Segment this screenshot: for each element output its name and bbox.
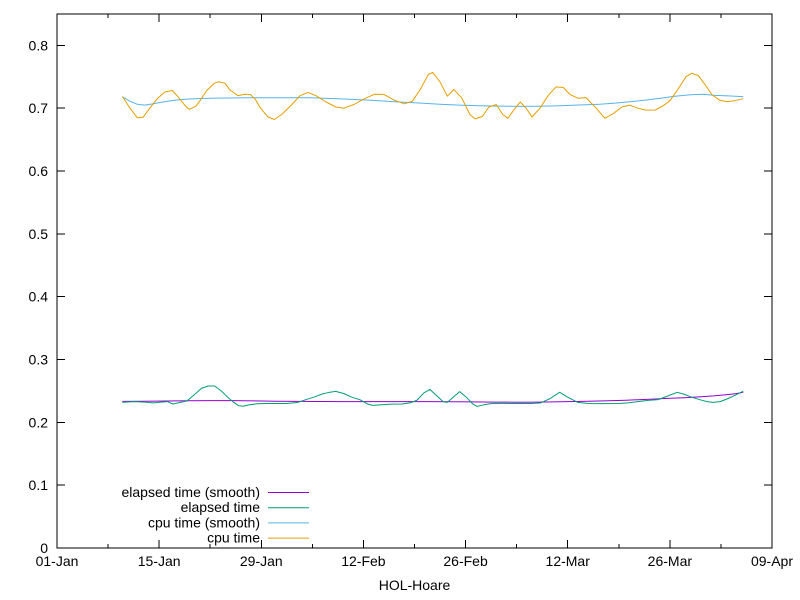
plot-border	[56, 13, 773, 549]
series-line-cpu-time	[122, 71, 744, 120]
x-tick-label: 26-Mar	[648, 553, 693, 569]
y-tick-label: 0.4	[29, 289, 49, 305]
y-tick-label: 0.8	[29, 37, 49, 53]
series-line-cpu-time-smooth	[122, 93, 744, 107]
x-tick-label: 12-Mar	[546, 553, 591, 569]
x-tick-label: 09-Apr	[751, 553, 793, 569]
y-tick-label: 0	[40, 540, 48, 556]
x-axis-title: HOL-Hoare	[378, 577, 451, 593]
x-tick-label: 26-Feb	[443, 553, 488, 569]
x-tick-label: 15-Jan	[138, 553, 181, 569]
series-line-elapsed-time	[122, 385, 744, 407]
series-line-elapsed-time-smooth	[122, 391, 744, 403]
legend-label-3: cpu time (smooth)	[148, 514, 260, 530]
y-tick-label: 0.5	[29, 226, 49, 242]
x-tick-label: 01-Jan	[36, 553, 79, 569]
legend-label-2: elapsed time	[181, 499, 261, 515]
y-tick-label: 0.2	[29, 414, 49, 430]
x-tick-label: 29-Jan	[240, 553, 283, 569]
y-tick-label: 0.7	[29, 100, 49, 116]
y-tick-label: 0.1	[29, 477, 49, 493]
legend-label-1: elapsed time (smooth)	[121, 484, 260, 500]
y-tick-label: 0.3	[29, 352, 49, 368]
x-tick-label: 12-Feb	[341, 553, 386, 569]
legend-label-4: cpu time	[207, 530, 260, 546]
y-tick-label: 0.6	[29, 163, 49, 179]
